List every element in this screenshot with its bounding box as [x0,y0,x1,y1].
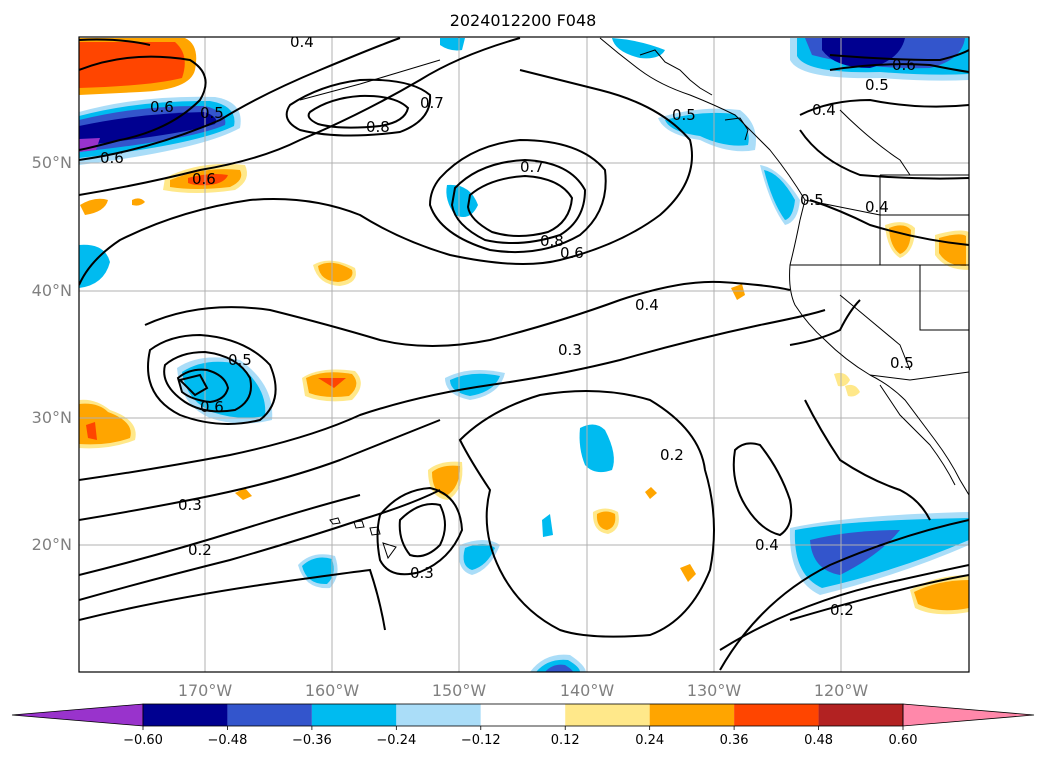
lon-label: 130°W [687,681,742,700]
colorbar-tick-label: −0.48 [208,733,248,748]
contour-label: 0.6 [150,98,174,116]
map-title: 2024012200 F048 [450,11,597,30]
lat-label: 20°N [32,535,72,554]
colorbar-tick-label: 0.48 [804,733,833,748]
colorbar-tick-label: −0.60 [123,733,163,748]
contour-label: 0.8 [366,118,390,136]
colorbar-tick-label: −0.24 [376,733,416,748]
contour-label: 0.7 [420,94,444,112]
contour-label: 0.3 [178,496,202,514]
colorbar-tick-label: 0.24 [635,733,664,748]
contour-label: 0.4 [635,296,659,314]
colorbar-segment [396,704,481,726]
colorbar-segment [311,704,397,726]
contour-label: 0.3 [410,564,434,582]
colorbar: −0.60 −0.48 −0.36 −0.24 −0.12 0.12 0.24 0.36 0.4… [11,703,1035,748]
longitude-labels: 170°W 160°W 150°W 140°W 130°W 120°W [178,681,869,700]
contour-label: 0.2 [660,446,684,464]
colorbar-extend-high [902,703,1035,727]
lon-label: 150°W [432,681,487,700]
contour-label: 0.5 [800,191,824,209]
contour-label: 0.6 [560,244,584,262]
contour-lines [79,37,969,671]
lon-label: 160°W [305,681,360,700]
colorbar-segment [649,704,735,726]
contour-label: 0.6 [892,56,916,74]
coastlines [299,37,969,560]
contour-label: 0.7 [520,158,544,176]
map-content: 0.4 0.5 0.6 0.7 0.8 0.7 0.8 0.6 0.6 0.6 … [79,33,969,672]
colorbar-segment [734,704,819,726]
colorbar-tick-label: −0.36 [292,733,332,748]
colorbar-extend-low [11,703,144,727]
contour-label: 0.5 [890,354,914,372]
contour-label: 0.5 [228,351,252,369]
contour-label-group: 0.4 0.5 0.6 0.7 0.8 0.7 0.8 0.6 0.6 0.6 … [100,33,916,619]
latitude-labels: 50°N 40°N 30°N 20°N [32,153,72,554]
contour-label: 0.6 [200,398,224,416]
colorbar-outline [142,703,904,727]
lat-label: 50°N [32,153,72,172]
colorbar-tick-label: 0.60 [889,733,918,748]
contour-label: 0.3 [558,341,582,359]
colorbar-tick-label: 0.12 [551,733,580,748]
contour-label: 0.8 [540,232,564,250]
colorbar-tick-label: −0.12 [461,733,501,748]
contour-label: 0.5 [200,104,224,122]
colorbar-segment [227,704,312,726]
lon-label: 140°W [560,681,615,700]
contour-label: 0.5 [672,106,696,124]
colorbar-segment [143,704,228,726]
contour-label: 0.5 [865,76,889,94]
contour-label: 0.2 [830,601,854,619]
contour-label: 0.2 [188,541,212,559]
contour-label: 0.4 [755,536,779,554]
colorbar-segment [565,704,650,726]
contour-label: 0.6 [100,149,124,167]
map-border [78,36,970,673]
lon-label: 120°W [814,681,869,700]
lat-label: 30°N [32,408,72,427]
contour-label: 0.4 [865,198,889,216]
colorbar-tick-label: 0.36 [720,733,749,748]
colorbar-segment [480,704,566,726]
contour-label: 0.4 [290,33,314,51]
contour-label: 0.4 [812,101,836,119]
contour-label: 0.6 [192,170,216,188]
colorbar-segment [818,704,903,726]
lon-label: 170°W [178,681,233,700]
lat-label: 40°N [32,281,72,300]
